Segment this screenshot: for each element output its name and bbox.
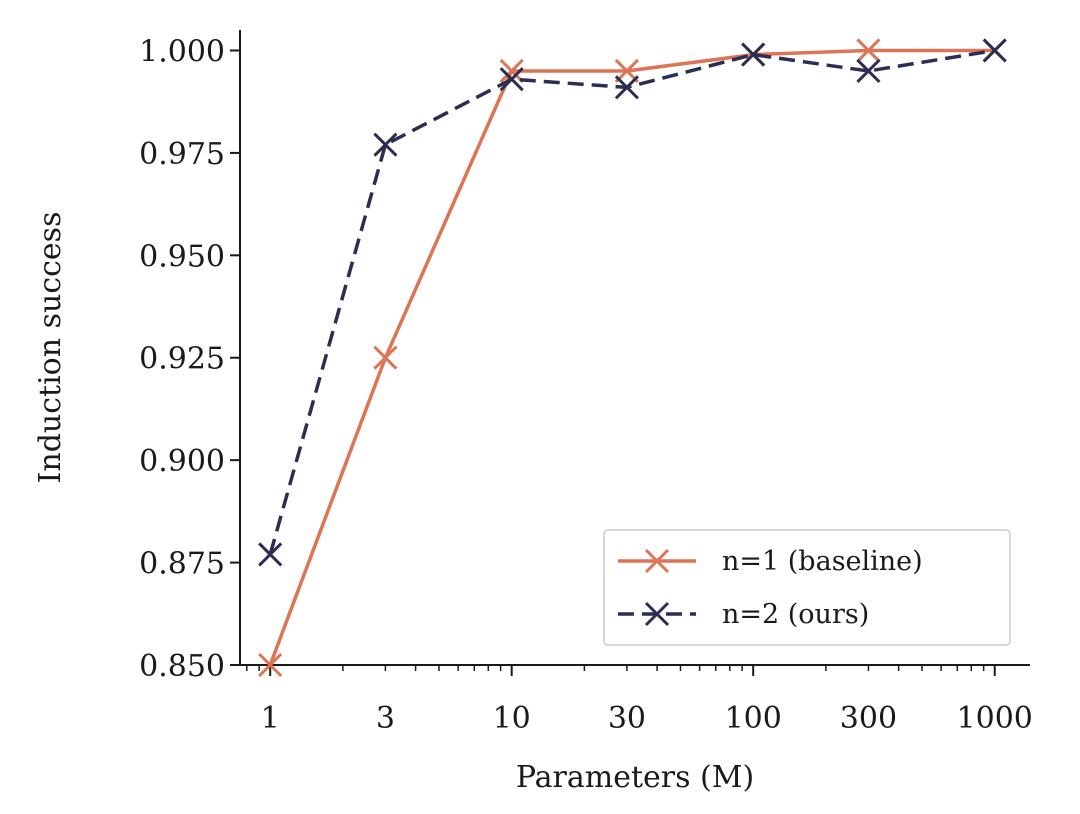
- data-point: [856, 38, 881, 63]
- data-point: [258, 542, 283, 567]
- data-point: [499, 58, 524, 84]
- data-point: [499, 67, 524, 92]
- data-point: [373, 345, 398, 370]
- y-ticks: 0.850 0.875 0.900 0.925 0.950 0.975 1.000: [139, 34, 240, 684]
- marker-stroke: [499, 67, 524, 92]
- y-tick-label: 1.000: [139, 34, 225, 69]
- marker-stroke: [856, 38, 881, 63]
- legend-entry: n=1 (baseline): [618, 546, 923, 577]
- legend-label: n=2 (ours): [722, 599, 869, 630]
- marker-stroke: [982, 38, 1007, 63]
- marker-stroke: [258, 542, 283, 567]
- data-point: [856, 58, 881, 84]
- data-point: [258, 652, 283, 678]
- data-point: [982, 38, 1007, 63]
- series-line: [268, 48, 995, 555]
- x-tick-label: 10: [493, 701, 531, 736]
- x-tick-label: 1000: [957, 701, 1033, 736]
- series: [258, 38, 1007, 678]
- x-tick-label: 30: [608, 701, 646, 736]
- x-tick-label: 300: [840, 701, 897, 736]
- legend-label: n=1 (baseline): [722, 546, 923, 577]
- marker-stroke: [373, 345, 398, 370]
- legend-box: [603, 529, 1011, 646]
- marker-stroke: [499, 58, 524, 84]
- y-tick-label: 0.900: [139, 444, 225, 479]
- legend-entries: n=1 (baseline) n=2 (ours): [618, 546, 923, 630]
- legend-entry: n=2 (ours): [618, 599, 869, 630]
- x-tick-label: 3: [376, 701, 395, 736]
- y-tick-label: 0.875: [139, 547, 225, 582]
- y-tick-label: 0.950: [139, 239, 225, 274]
- x-axis-title: Parameters (M): [516, 760, 754, 795]
- marker-stroke: [741, 42, 766, 67]
- marker-stroke: [644, 548, 670, 574]
- legend-marker: [644, 548, 670, 574]
- data-point: [741, 42, 766, 67]
- marker-stroke: [258, 652, 283, 678]
- x-ticks: 1 3 10 30 100 300 1000: [246, 665, 1033, 736]
- marker-stroke: [644, 601, 670, 627]
- data-point: [614, 75, 639, 100]
- x-tick-label: 1: [261, 701, 280, 736]
- legend: n=1 (baseline) n=2 (ours): [603, 529, 1011, 646]
- y-tick-label: 0.850: [139, 649, 225, 684]
- x-tick-label: 100: [725, 701, 782, 736]
- y-tick-label: 0.925: [139, 342, 225, 377]
- marker-stroke: [856, 58, 881, 84]
- marker-stroke: [614, 75, 639, 100]
- y-axis-title: Induction success: [33, 212, 68, 484]
- legend-marker: [644, 601, 670, 627]
- marker-stroke: [373, 132, 398, 157]
- data-point: [373, 132, 398, 157]
- series-2: [258, 38, 1007, 567]
- y-tick-label: 0.975: [139, 137, 225, 172]
